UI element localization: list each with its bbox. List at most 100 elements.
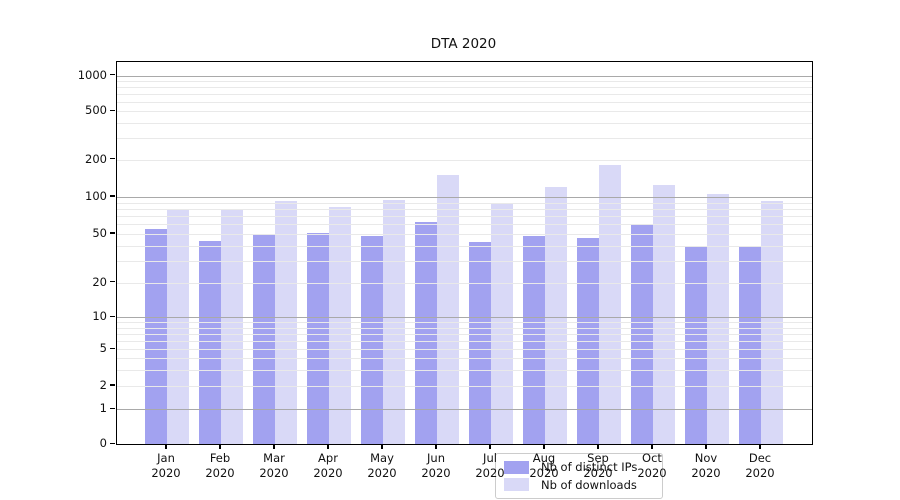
x-tick-label: Nov 2020	[691, 451, 721, 480]
x-tick-mark	[597, 444, 599, 449]
minor-gridline	[117, 202, 812, 204]
y-tick-mark	[110, 109, 115, 111]
bar-distinct-ips	[415, 221, 437, 445]
major-gridline	[117, 317, 812, 319]
y-tick-label: 500	[85, 103, 107, 118]
bar-distinct-ips	[631, 224, 653, 445]
x-tick-label: Oct 2020	[637, 451, 667, 480]
y-tick-mark	[110, 232, 115, 234]
bar-downloads	[707, 193, 729, 445]
minor-gridline	[117, 340, 812, 342]
minor-gridline	[117, 87, 812, 89]
chart-title: DTA 2020	[430, 36, 497, 52]
minor-gridline	[117, 101, 812, 103]
grid-layer	[117, 62, 812, 444]
bar-downloads	[545, 186, 567, 445]
y-tick-label: 50	[92, 226, 107, 240]
y-tick-label: 0	[99, 436, 107, 451]
x-tick-label: Mar 2020	[259, 451, 289, 480]
y-tick-label: 20	[92, 274, 107, 289]
plot-area: Nb of distinct IPs Nb of downloads	[116, 61, 813, 499]
bars-layer	[117, 62, 812, 445]
legend-item-distinct-ips: Nb of distinct IPs	[504, 460, 654, 474]
x-tick-mark	[651, 444, 653, 449]
minor-gridline	[117, 333, 812, 335]
minor-gridline	[117, 358, 812, 360]
y-tick-mark	[110, 407, 115, 409]
bar-downloads	[761, 200, 783, 445]
y-tick-mark	[110, 442, 115, 444]
bar-downloads	[221, 210, 243, 445]
bar-downloads	[383, 200, 405, 445]
minor-gridline	[117, 245, 812, 247]
y-tick-mark	[110, 384, 115, 386]
bar-downloads	[491, 204, 513, 445]
x-tick-mark	[489, 444, 491, 449]
major-gridline	[117, 409, 812, 411]
bar-distinct-ips	[361, 236, 383, 445]
bar-distinct-ips	[577, 238, 599, 445]
y-tick-label: 1000	[77, 67, 107, 82]
x-tick-mark	[435, 444, 437, 449]
y-tick-label: 2	[99, 378, 107, 392]
y-tick-label: 1	[99, 401, 107, 416]
y-tick-label: 200	[85, 151, 107, 166]
x-tick-mark	[759, 444, 761, 449]
minor-gridline	[117, 234, 812, 235]
x-tick-label: Jun 2020	[421, 451, 451, 480]
legend-item-downloads: Nb of downloads	[504, 478, 654, 492]
legend-label-downloads: Nb of downloads	[541, 477, 637, 492]
x-tick-label: Jan 2020	[151, 451, 181, 480]
legend-swatch-distinct-ips	[504, 461, 529, 474]
x-tick-label: Aug 2020	[529, 451, 559, 480]
minor-gridline	[117, 322, 812, 324]
minor-gridline	[117, 123, 812, 125]
bar-distinct-ips	[199, 240, 221, 445]
bar-distinct-ips	[685, 245, 707, 445]
major-gridline	[117, 75, 812, 77]
bar-downloads	[599, 164, 621, 445]
minor-gridline	[117, 261, 812, 263]
x-tick-mark	[381, 444, 383, 449]
bar-distinct-ips	[469, 242, 491, 445]
x-tick-mark	[543, 444, 545, 449]
minor-gridline	[117, 216, 812, 217]
y-tick-mark	[110, 158, 115, 160]
x-tick-mark	[327, 444, 329, 449]
y-tick-mark	[110, 74, 115, 76]
y-tick-mark	[110, 347, 115, 349]
minor-gridline	[117, 111, 812, 113]
x-tick-mark	[273, 444, 275, 449]
minor-gridline	[117, 224, 812, 226]
bar-distinct-ips	[739, 245, 761, 445]
x-tick-label: Jul 2020	[475, 451, 505, 480]
x-tick-mark	[705, 444, 707, 449]
bar-distinct-ips	[145, 228, 167, 445]
major-gridline	[117, 197, 812, 198]
x-tick-label: Feb 2020	[205, 451, 235, 480]
minor-gridline	[117, 81, 812, 83]
legend-swatch-downloads	[504, 478, 529, 491]
x-tick-label: Apr 2020	[313, 451, 343, 480]
minor-gridline	[117, 138, 812, 140]
bar-distinct-ips	[307, 232, 329, 445]
y-tick-label: 5	[99, 341, 107, 356]
y-tick-label: 100	[85, 189, 107, 203]
minor-gridline	[117, 349, 812, 351]
minor-gridline	[117, 327, 812, 329]
legend: Nb of distinct IPs Nb of downloads	[495, 453, 663, 499]
y-tick-label: 10	[92, 309, 107, 324]
y-tick-mark	[110, 315, 115, 317]
bar-downloads	[329, 206, 351, 445]
y-tick-mark	[110, 281, 115, 283]
bar-downloads	[437, 175, 459, 445]
minor-gridline	[117, 208, 812, 210]
minor-gridline	[117, 369, 812, 371]
bar-downloads	[275, 200, 297, 445]
minor-gridline	[117, 386, 812, 387]
legend-label-distinct-ips: Nb of distinct IPs	[541, 460, 638, 475]
x-tick-mark	[219, 444, 221, 449]
y-tick-mark	[110, 195, 115, 197]
bar-downloads	[653, 185, 675, 445]
